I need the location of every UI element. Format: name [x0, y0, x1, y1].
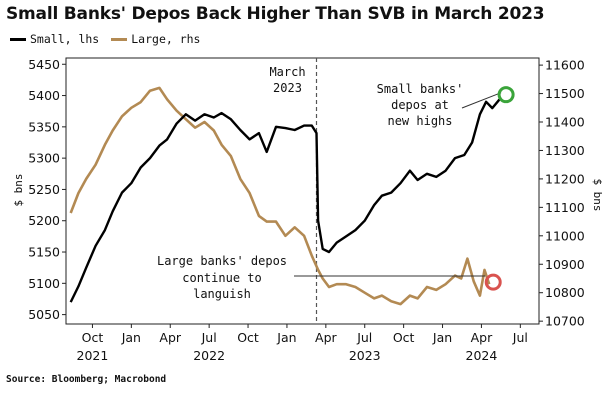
x-tick-label: Jan	[121, 330, 141, 345]
annotation-large-line2: continue to	[182, 271, 261, 285]
y-right-axis-label: $ bns	[591, 178, 604, 211]
x-tick-label: Apr	[471, 330, 493, 345]
x-tick-label: Oct	[393, 330, 415, 345]
y-left-tick-label: 5400	[28, 88, 60, 103]
x-year-label: 2024	[466, 348, 498, 363]
annotation-small-line2: depos at	[391, 98, 449, 112]
x-year-label: 2023	[349, 348, 381, 363]
y-left-axis-label: $ bns	[12, 173, 25, 206]
y-left-tick-label: 5050	[28, 307, 60, 322]
y-right-tick-label: 11000	[545, 228, 585, 243]
plot-frame	[65, 57, 540, 325]
legend-item-large: Large, rhs	[111, 32, 201, 46]
y-right-tick-label: 10800	[545, 285, 585, 300]
x-tick-label: Oct	[237, 330, 259, 345]
x-tick-label: Jan	[276, 330, 296, 345]
y-left-axis: 5050 5100 5150 5200 5250 5300 5350 5400 5450	[28, 57, 66, 322]
y-right-tick-label: 11500	[545, 86, 585, 101]
annotation-small-line3: new highs	[387, 114, 452, 128]
x-tick-label: Jan	[432, 330, 452, 345]
svb-marker-label-line2: 2023	[273, 81, 302, 95]
x-tick-label: Apr	[315, 330, 337, 345]
series-line-small	[69, 97, 502, 303]
y-right-axis: 10700 10800 10900 11000 11100 11200 11300 11400…	[539, 58, 585, 329]
legend: Small, lhs Large, rhs	[10, 32, 213, 46]
series-line-large	[69, 86, 491, 306]
legend-label-large: Large, rhs	[131, 32, 201, 46]
highlight-circle-small	[497, 86, 515, 104]
y-left-tick-label: 5250	[28, 182, 60, 197]
y-right-tick-label: 11600	[545, 58, 585, 73]
y-right-tick-label: 11200	[545, 171, 585, 186]
x-tick-label: Jul	[201, 330, 217, 345]
legend-swatch-large	[111, 37, 128, 41]
source-note: Source: Bloomberg; Macrobond	[6, 374, 167, 385]
x-year-label: 2022	[193, 348, 225, 363]
y-left-tick-label: 5200	[28, 213, 60, 228]
x-tick-label: Apr	[159, 330, 181, 345]
x-tick-label: Jul	[356, 330, 372, 345]
chart-title: Small Banks' Depos Back Higher Than SVB …	[6, 4, 545, 24]
legend-label-small: Small, lhs	[30, 32, 100, 46]
y-right-tick-label: 11400	[545, 115, 585, 130]
svb-marker-label-line1: March	[269, 65, 305, 79]
legend-item-small: Small, lhs	[10, 32, 99, 46]
y-right-tick-label: 11100	[545, 200, 585, 215]
x-year-label: 2021	[77, 348, 109, 363]
annotation-large-line3: languish	[193, 287, 251, 301]
y-left-tick-label: 5300	[28, 151, 60, 166]
y-left-tick-label: 5350	[28, 119, 60, 134]
annotation-small-line1: Small banks'	[377, 82, 464, 96]
annotation-pointer-small	[461, 92, 502, 109]
x-axis: Oct 2021 Jan Apr Jul 2022 Oct Jan Apr Jul 2023 Oct J…	[77, 324, 528, 363]
legend-swatch-small	[10, 37, 26, 41]
y-left-tick-label: 5100	[28, 276, 60, 291]
x-tick-label: Oct	[82, 330, 104, 345]
y-left-tick-label: 5450	[28, 57, 60, 72]
x-tick-label: Jul	[512, 330, 528, 345]
y-right-tick-label: 11300	[545, 143, 585, 158]
annotation-large-line1: Large banks' depos	[157, 254, 287, 268]
y-left-tick-label: 5150	[28, 245, 60, 260]
highlight-circle-large	[484, 273, 502, 291]
y-right-tick-label: 10900	[545, 257, 585, 272]
y-right-tick-label: 10700	[545, 314, 585, 329]
